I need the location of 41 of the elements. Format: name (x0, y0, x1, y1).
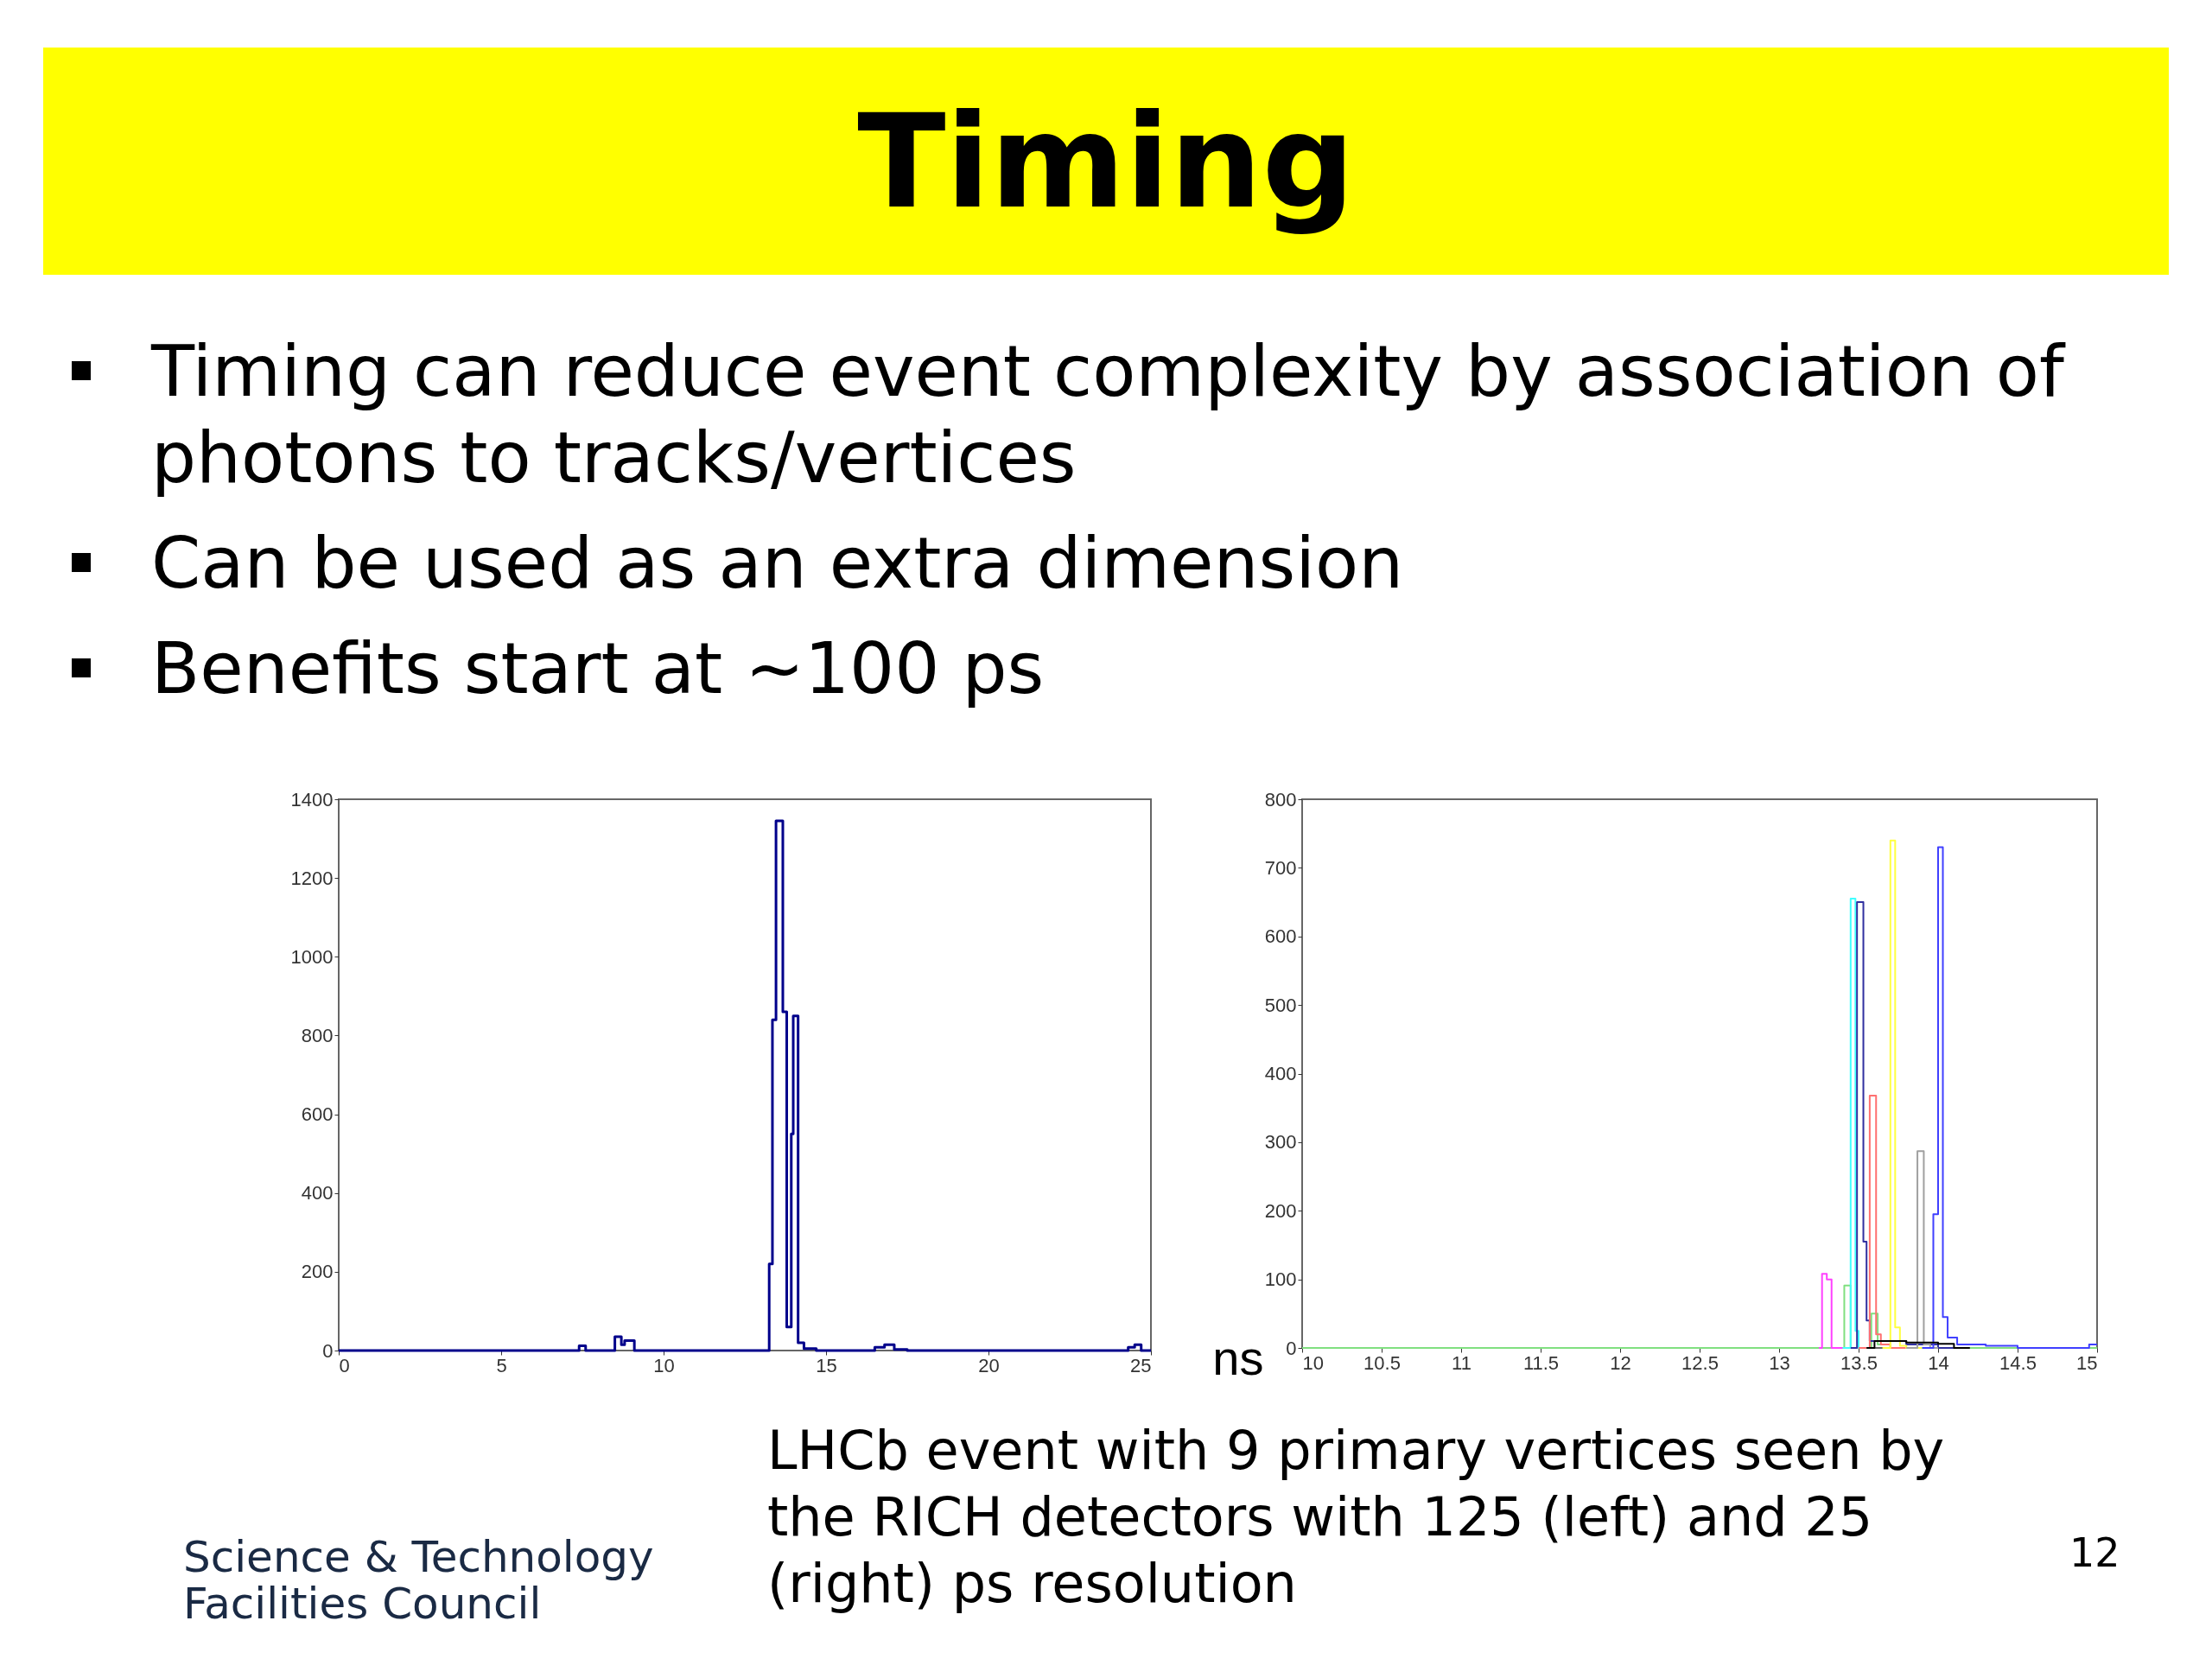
y-tick-label: 300 (1264, 1131, 1297, 1154)
x-tick-label: 10 (653, 1354, 675, 1376)
x-tick-label: 0 (339, 1354, 350, 1376)
y-tick-label: 400 (301, 1182, 334, 1205)
y-tick-label: 500 (1264, 994, 1297, 1016)
y-tick-label: 400 (1264, 1063, 1297, 1084)
x-tick-label: 12.5 (1681, 1351, 1719, 1374)
x-tick-label: 15 (2076, 1351, 2098, 1374)
y-tick-label: 600 (301, 1103, 334, 1126)
y-tick-label: 700 (1264, 856, 1297, 879)
y-tick-label: 1000 (290, 945, 334, 968)
y-tick-label: 200 (301, 1261, 334, 1283)
y-tick-label: 1400 (290, 788, 334, 810)
y-tick-label: 100 (1264, 1268, 1297, 1291)
text: LHCb event with 9 primary vertices seen by the RICH detectors with 125 (left) and 25 (right) ps resolution (767, 1418, 1946, 1617)
x-tick-label: 13 (1769, 1351, 1790, 1374)
x-tick-label: 10.5 (1363, 1351, 1401, 1374)
text: Can be used as an extra dimension (151, 521, 1405, 606)
x-tick-label: 11 (1452, 1351, 1471, 1374)
x-tick-label: 11.5 (1522, 1351, 1560, 1374)
x-tick-label: 10 (1302, 1351, 1324, 1374)
text: Science & Technology Facilities Council (183, 1532, 655, 1629)
text: 12 (2069, 1529, 2120, 1576)
x-tick-label: 12 (1610, 1351, 1631, 1374)
text: Benefits start at ~100 ps (151, 626, 1046, 711)
x-tick-label: 5 (496, 1354, 507, 1376)
y-tick-label: 600 (1264, 925, 1297, 948)
y-tick-label: 200 (1264, 1199, 1297, 1222)
x-tick-label: 20 (978, 1354, 1000, 1376)
x-axis-title: ns (1212, 1330, 1264, 1385)
y-tick-label: 800 (301, 1024, 334, 1046)
y-tick-label: 0 (1286, 1337, 1297, 1359)
text: Timing can reduce event complexity by association of photons to tracks/vertices (151, 329, 2067, 500)
x-tick-label: 15 (816, 1354, 837, 1376)
x-tick-label: 14 (1928, 1351, 1949, 1374)
chart-title: Timing (43, 48, 2169, 275)
x-tick-label: 25 (1130, 1354, 1152, 1376)
x-tick-label: 14.5 (1999, 1351, 2037, 1374)
y-tick-label: 1200 (290, 867, 334, 889)
y-tick-label: 800 (1264, 788, 1297, 810)
x-tick-label: 13.5 (1840, 1351, 1878, 1374)
